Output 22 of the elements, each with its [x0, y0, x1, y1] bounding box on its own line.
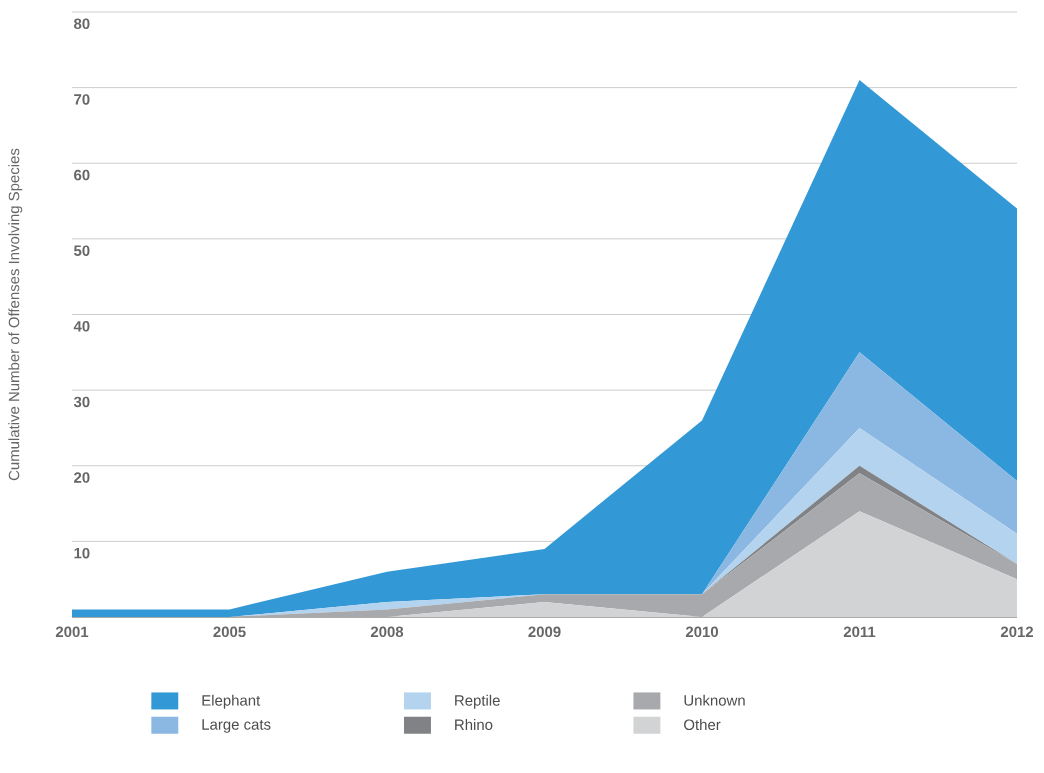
- y-tick-label: 20: [74, 472, 90, 483]
- y-tick-label: 70: [74, 94, 90, 105]
- x-tick-label: 2010: [685, 626, 718, 638]
- x-tick-label: 2011: [843, 626, 876, 638]
- y-tick-label: 60: [74, 169, 90, 181]
- legend-label: Unknown: [684, 694, 745, 706]
- x-tick-label: 2001: [55, 626, 89, 638]
- legend-label: Rhino: [455, 719, 493, 731]
- y-tick-label: 80: [73, 18, 90, 30]
- legend-label: Other: [684, 719, 721, 731]
- legend-label: Reptile: [455, 694, 500, 709]
- x-tick-label: 2008: [370, 626, 404, 638]
- y-tick-label: 40: [73, 321, 90, 332]
- y-tick-label: 50: [73, 245, 90, 256]
- x-tick-label: 2012: [1000, 626, 1034, 638]
- legend-label: Large cats: [202, 719, 271, 733]
- y-axis-title: Cumulative Number of Offenses Involving Species: [8, 148, 23, 481]
- y-tick-label: 30: [73, 396, 90, 408]
- legend-label: Elephant: [202, 694, 261, 709]
- y-tick-label: 10: [74, 547, 90, 559]
- x-tick-label: 2009: [528, 626, 561, 638]
- x-tick-label: 2005: [213, 626, 246, 638]
